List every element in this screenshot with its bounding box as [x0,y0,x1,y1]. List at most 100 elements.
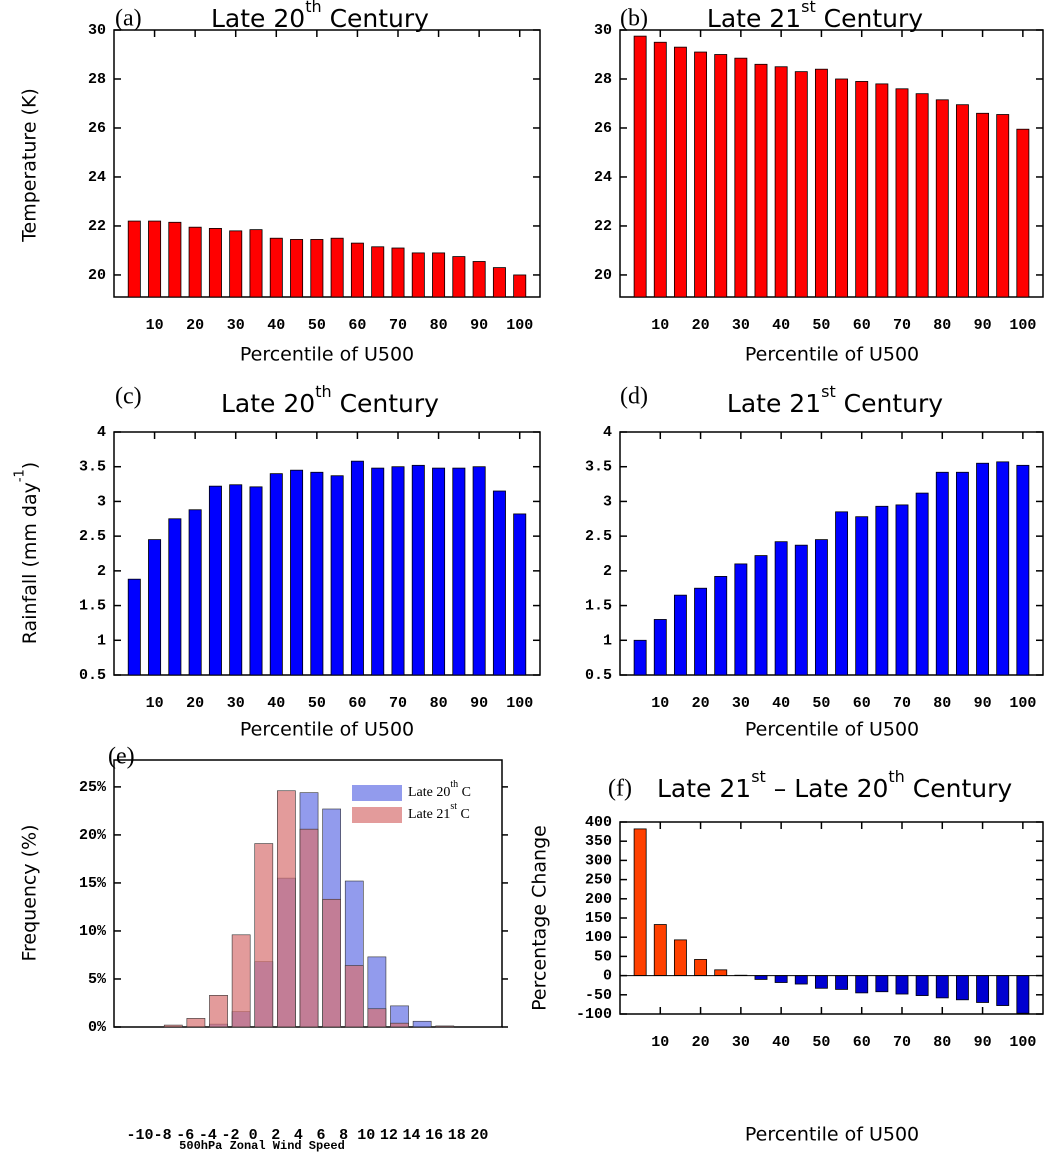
x-tick-label: 30 [227,695,245,712]
bar [754,555,768,676]
x-axis-label: Percentile of U500 [745,344,919,366]
x-tick-label: 50 [308,317,326,334]
x-tick-label: 40 [772,695,790,712]
bar [976,975,990,1003]
chart-title-part: th [315,382,331,401]
y-tick-label: 3 [603,493,612,510]
x-tick-label: -8 [154,1127,172,1144]
bar [855,975,869,994]
bar [734,563,748,676]
bar [794,71,808,298]
bar [432,467,446,676]
x-tick-label: 10 [357,1127,375,1144]
y-tick-label: 4 [97,424,106,441]
y-tick-label: -100 [576,1006,612,1023]
bar [653,619,667,676]
x-axis-label: Percentile of U500 [240,344,414,366]
x-tick-label: 0 [249,1127,258,1144]
x-axis-label: Percentile of U500 [240,719,414,741]
legend-label-part: Late 20 [408,785,450,800]
bar [895,88,909,298]
x-tick-label: 80 [933,1034,951,1051]
x-tick-label: 80 [430,695,448,712]
x-tick-label: 20 [470,1127,488,1144]
bar [188,509,202,676]
x-tick-label: 60 [853,695,871,712]
chart-title-part: Century [836,389,944,418]
bar [290,469,304,676]
bar [148,539,162,676]
legend-label-part: C [457,807,470,822]
bar [976,112,990,298]
x-tick-label: 30 [732,1034,750,1051]
y-tick-label: 1.5 [585,598,612,615]
y-tick-label: 25% [79,779,107,796]
panel-label: (f) [608,776,632,802]
x-tick-label: 70 [389,695,407,712]
y-tick-label: 2.5 [79,528,106,545]
bar [955,471,969,676]
bar [513,513,527,676]
y-tick-label: 4 [603,424,612,441]
bar [1016,464,1030,676]
bar [391,466,405,676]
bar [371,246,385,298]
hist-bar [254,843,274,1028]
x-tick-label: 40 [267,317,285,334]
x-tick-label: 30 [227,317,245,334]
y-tick-label: 1 [97,632,106,649]
x-tick-label: 2 [271,1127,280,1144]
x-tick-label: 10 [651,695,669,712]
bar [996,461,1010,676]
chart-title-part: – Late 20 [766,774,889,803]
chart-title-part: st [751,767,766,786]
y-tick-label: 100 [585,929,612,946]
panel-label: (a) [115,6,142,32]
x-tick-label: 90 [974,1034,992,1051]
y-tick-label: 150 [585,910,612,927]
x-tick-label: 20 [186,695,204,712]
x-tick-label: 30 [732,695,750,712]
x-tick-label: 100 [506,317,533,334]
bar [290,239,304,298]
chart-title-part: Century [322,4,430,33]
plot-frame [619,431,1044,676]
x-tick-label: 50 [308,695,326,712]
y-axis-label-part: ) [19,462,41,469]
bar [694,587,708,676]
x-tick-label: 16 [425,1127,443,1144]
bar [814,975,828,989]
x-tick-label: 70 [893,1034,911,1051]
bar [1016,128,1030,298]
y-tick-label: 0.5 [585,667,612,684]
x-axis-label: Percentile of U500 [745,1124,919,1146]
y-tick-label: 0.5 [79,667,106,684]
plot-frame [113,431,541,676]
y-tick-label: 400 [585,814,612,831]
y-axis-label: Rainfall (mm day-1) [12,462,40,644]
bar [513,274,527,298]
bar [774,66,788,298]
bar [794,975,808,985]
x-tick-label: -2 [222,1127,240,1144]
x-axis-label: Percentile of U500 [745,719,919,741]
bar [996,114,1010,298]
bar [350,460,364,676]
bar [955,104,969,298]
bar [229,484,243,676]
y-tick-label: 250 [585,872,612,889]
bar [168,518,182,676]
legend-swatch [352,785,402,801]
y-tick-label: 24 [594,169,612,186]
y-tick-label: 3.5 [79,459,106,476]
bar [996,975,1010,1006]
chart-title: Late 21st Century [727,382,943,418]
bar [673,594,687,676]
x-tick-label: 100 [1009,695,1036,712]
y-tick-label: 15% [79,875,107,892]
bar [734,57,748,298]
bar [935,471,949,676]
y-tick-label: 22 [88,218,106,235]
